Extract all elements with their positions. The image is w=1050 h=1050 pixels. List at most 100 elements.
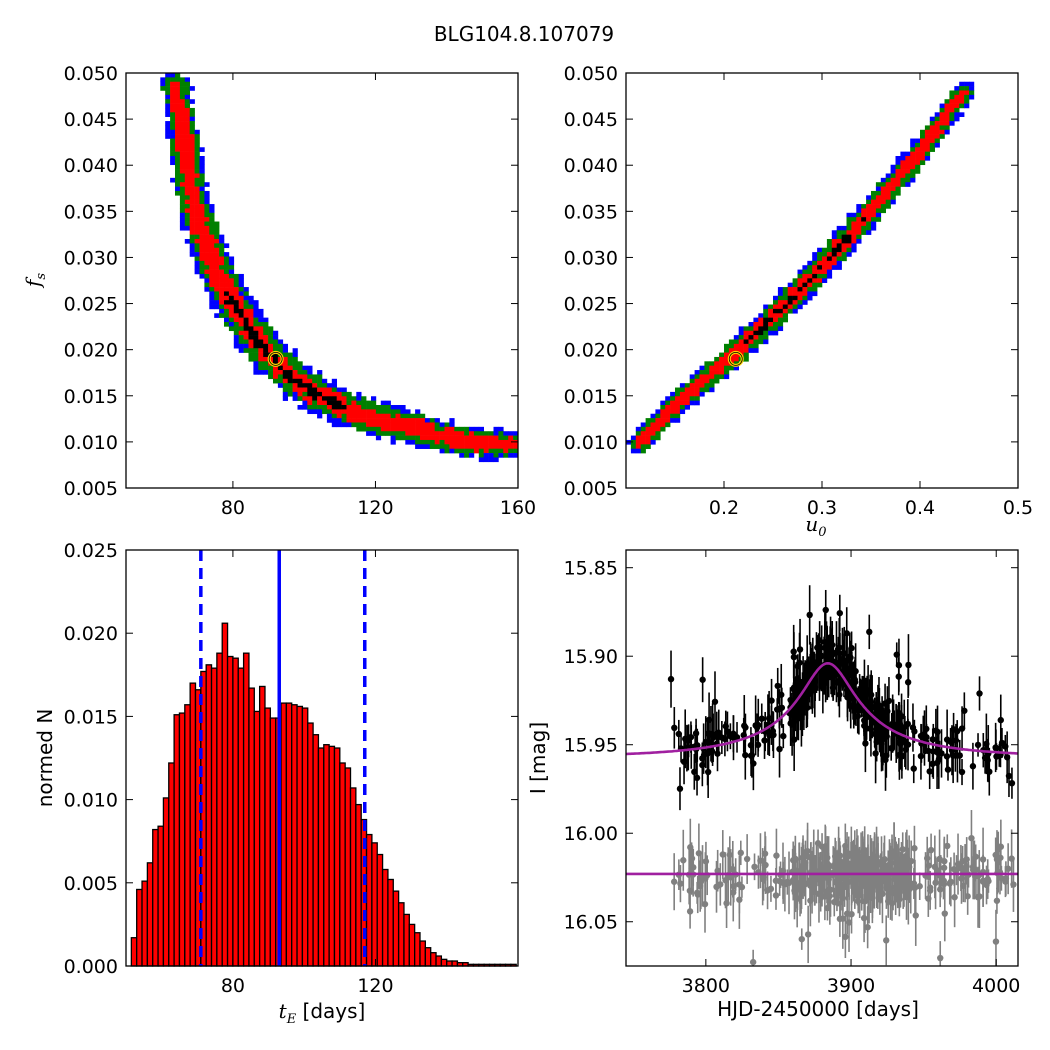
heatmap-cell <box>954 107 960 113</box>
heatmap-cell <box>224 304 230 310</box>
heatmap-cell <box>826 269 833 275</box>
heatmap-cell <box>949 121 955 126</box>
heatmap-cell <box>802 278 808 283</box>
heatmap-cell <box>179 77 186 83</box>
heatmap-cell <box>175 129 181 135</box>
heatmap-cell <box>179 164 186 170</box>
heatmap-cell <box>199 164 205 170</box>
heatmap-cell <box>175 107 181 113</box>
heatmap-cell <box>856 239 862 244</box>
heatmap-cell <box>175 86 181 91</box>
heatmap-cell <box>179 99 186 104</box>
heatmap-cell <box>420 431 426 436</box>
heatmap-cell <box>184 125 190 131</box>
heatmap-cell <box>380 413 386 419</box>
ref-data-point <box>825 876 832 883</box>
heatmap-cell <box>449 448 455 454</box>
heatmap-cell <box>871 204 877 209</box>
heatmap-cell <box>175 151 181 157</box>
heatmap-cell <box>846 234 852 240</box>
heatmap-cell <box>875 199 882 205</box>
heatmap-cell <box>434 431 440 436</box>
heatmap-cell <box>292 383 298 388</box>
heatmap-cell <box>184 156 190 161</box>
heatmap-cell <box>841 225 847 231</box>
heatmap-cell <box>478 448 484 454</box>
heatmap-cell <box>929 138 935 144</box>
main-data-point <box>667 675 675 683</box>
heatmap-cell <box>228 313 235 318</box>
heatmap-cell <box>375 409 382 415</box>
light_curve-ytick-label: 16.05 <box>564 912 618 934</box>
heatmap-cell <box>444 435 450 441</box>
heatmap-cell <box>268 356 274 362</box>
heatmap-cell <box>248 304 254 310</box>
main-data-point <box>881 700 889 707</box>
heatmap-cell <box>910 156 916 161</box>
histogram-bar <box>291 704 298 967</box>
ref-data-point <box>864 924 871 931</box>
heatmap-cell <box>822 260 828 266</box>
heatmap-cell <box>175 164 181 170</box>
ref-data-point <box>694 891 701 898</box>
heatmap-cell <box>679 396 686 401</box>
heatmap-cell <box>429 435 435 441</box>
fs_vs_u0-ytick-label: 0.040 <box>564 155 618 177</box>
heatmap-cell <box>866 221 872 227</box>
heatmap-cell <box>194 260 200 266</box>
main-data-point <box>693 774 701 782</box>
main-data-point <box>976 690 983 697</box>
main-data-point <box>742 724 749 731</box>
heatmap-cell <box>219 256 225 262</box>
heatmap-cell <box>856 204 862 209</box>
heatmap-cell <box>170 77 176 83</box>
heatmap-cell <box>273 330 279 336</box>
heatmap-cell <box>822 252 828 257</box>
heatmap-cell <box>219 300 225 305</box>
heatmap-cell <box>390 435 396 441</box>
heatmap-cell <box>748 322 754 327</box>
main-data-point <box>833 649 840 656</box>
light_curve-xtick-label: 4000 <box>972 975 1020 997</box>
heatmap-cell <box>258 308 264 314</box>
heatmap-cell <box>214 230 220 235</box>
heatmap-cell <box>243 313 249 318</box>
main-data-point <box>750 760 757 767</box>
heatmap-cell <box>184 138 190 144</box>
heatmap-cell <box>243 304 249 310</box>
heatmap-cell <box>782 291 788 297</box>
histogram-bar <box>419 940 426 967</box>
main-data-point <box>769 727 777 735</box>
heatmap-cell <box>650 413 656 419</box>
heatmap-cell <box>405 422 411 428</box>
heatmap-cell <box>179 86 186 91</box>
heatmap-cell <box>415 418 421 423</box>
main-data-point <box>923 725 930 733</box>
heatmap-cell <box>959 112 965 117</box>
heatmap-cell <box>856 230 862 235</box>
ref-data-point <box>984 875 991 883</box>
heatmap-cell <box>503 431 509 436</box>
histogram-bar <box>157 825 165 967</box>
heatmap-cell <box>395 435 401 441</box>
heatmap-cell <box>915 138 921 144</box>
heatmap-cell <box>317 413 323 419</box>
heatmap-cell <box>170 134 176 139</box>
main-data-point <box>836 609 843 617</box>
heatmap-cell <box>179 129 186 135</box>
ref-data-point <box>701 900 709 908</box>
heatmap-cell <box>312 409 318 415</box>
ref-data-point <box>927 846 935 854</box>
heatmap-cell <box>831 230 837 235</box>
heatmap-cell <box>415 435 421 441</box>
heatmap-cell <box>219 278 225 283</box>
heatmap-cell <box>675 409 681 415</box>
heatmap-cell <box>184 239 190 244</box>
heatmap-cell <box>189 177 195 183</box>
heatmap-cell <box>194 147 200 152</box>
heatmap-cell <box>238 335 244 340</box>
heatmap-cell <box>302 405 308 410</box>
heatmap-cell <box>390 418 396 423</box>
heatmap-cell <box>944 116 950 122</box>
heatmap-cell <box>498 453 504 458</box>
